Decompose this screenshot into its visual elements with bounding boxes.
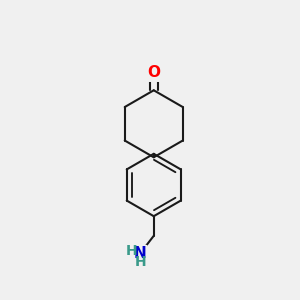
Text: H: H xyxy=(134,255,146,269)
Text: N: N xyxy=(134,246,147,261)
Text: O: O xyxy=(147,65,160,80)
Text: H: H xyxy=(126,244,137,258)
